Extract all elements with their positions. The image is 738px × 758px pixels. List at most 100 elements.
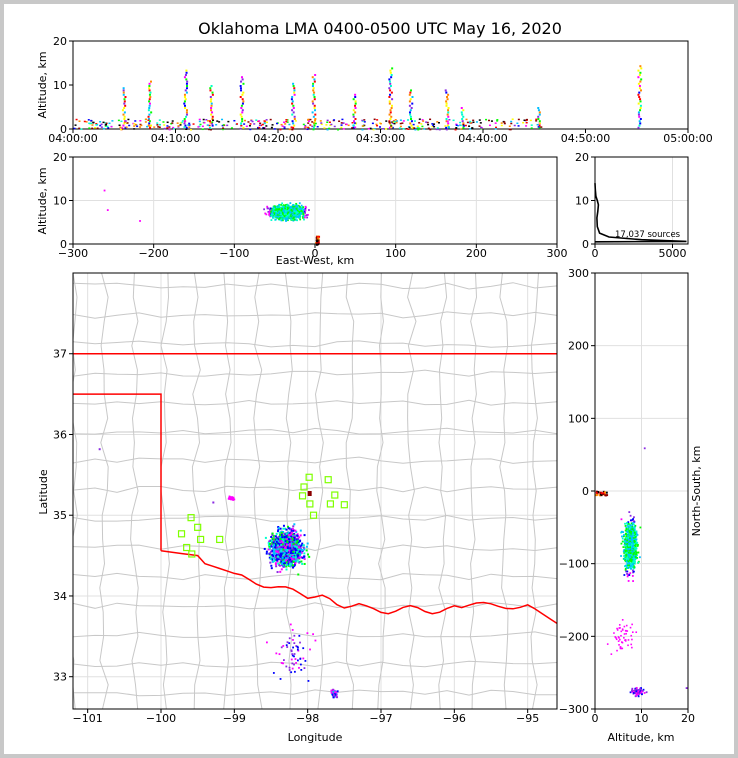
map-trail-source [294, 658, 297, 660]
low-source [181, 120, 184, 122]
map-source [292, 555, 295, 558]
ew-source [280, 219, 283, 222]
low-source [147, 119, 150, 122]
low-source [462, 123, 465, 126]
map-source [285, 543, 288, 546]
time-source [388, 78, 391, 81]
low-source [313, 122, 316, 124]
hist-tick-label: 5000 [659, 247, 687, 260]
ew-source [302, 206, 305, 209]
county-line [73, 601, 557, 610]
ns-source [627, 546, 630, 548]
map-source [296, 545, 299, 548]
ns-south-source [633, 689, 636, 692]
low-source [187, 124, 190, 126]
map-source [282, 560, 285, 563]
ew-source [289, 214, 292, 216]
low-source [286, 119, 289, 121]
county-line [160, 273, 170, 709]
map-source [292, 535, 295, 538]
map-source [300, 560, 303, 563]
map-source [294, 529, 297, 532]
ns-source [633, 538, 636, 541]
map-source [299, 534, 302, 537]
low-source [429, 128, 432, 131]
ew-source [297, 216, 300, 219]
ns-trail-source [618, 624, 621, 626]
ns-source [628, 531, 631, 534]
map-source [269, 558, 272, 561]
map-source [271, 540, 274, 543]
time-source [391, 98, 394, 101]
map-source [296, 534, 299, 537]
low-source [373, 118, 376, 121]
low-source [273, 128, 276, 130]
low-source [495, 126, 498, 129]
low-source [418, 127, 421, 130]
map-trail-source [304, 660, 307, 662]
low-source [108, 122, 111, 125]
map-source [278, 540, 281, 543]
ew-source [294, 218, 297, 221]
ns-near-source [595, 490, 598, 493]
time-source [292, 85, 295, 87]
map-source [287, 538, 290, 541]
ns-source [631, 569, 634, 572]
low-source [227, 120, 230, 123]
ew-source [290, 206, 293, 209]
ns-source [625, 535, 628, 538]
low-source [373, 128, 376, 130]
map-source [282, 524, 285, 527]
map-source [281, 543, 284, 546]
ew-alt-tick-label: 0 [60, 238, 67, 251]
map-source [278, 536, 281, 539]
map-source [283, 563, 286, 566]
low-source [523, 119, 526, 122]
ew-source [287, 210, 290, 212]
low-source [102, 121, 105, 124]
map-source [292, 554, 295, 557]
ns-source [629, 519, 632, 522]
ns-source [636, 556, 639, 559]
map-source [270, 535, 273, 538]
time-source [291, 109, 294, 112]
ns-source [632, 520, 635, 522]
low-source [421, 119, 424, 121]
low-source [417, 128, 420, 131]
ew-source [280, 213, 282, 216]
ns-source [630, 536, 633, 539]
ns-source [639, 526, 642, 529]
map-trail-source [288, 642, 291, 645]
ns-source [637, 551, 640, 554]
map-source [278, 558, 281, 561]
ns-source [632, 567, 635, 570]
map-source [263, 547, 266, 550]
time-column-9 [408, 89, 414, 129]
low-source [163, 124, 166, 126]
time-source [314, 74, 317, 76]
map-source [279, 558, 282, 561]
map-source [283, 562, 286, 565]
map-source [293, 537, 296, 540]
low-source [261, 123, 264, 126]
ns-trail-source [610, 653, 613, 655]
time-source [447, 111, 450, 114]
map-source [289, 550, 292, 553]
map-source [290, 557, 293, 560]
low-source [471, 127, 474, 129]
time-column-3 [208, 85, 214, 129]
station-marker-2 [298, 492, 307, 500]
ns-trail-source [618, 637, 620, 639]
low-source [503, 122, 506, 125]
low-source [328, 121, 331, 124]
low-source [233, 119, 236, 122]
ns-source [624, 542, 626, 545]
time-source [293, 115, 296, 118]
map-south-source [330, 689, 333, 692]
time-source [123, 111, 126, 114]
time-source [122, 93, 125, 96]
ns-trail-source [616, 629, 619, 631]
time-source [239, 113, 242, 116]
ew-source [279, 210, 282, 213]
